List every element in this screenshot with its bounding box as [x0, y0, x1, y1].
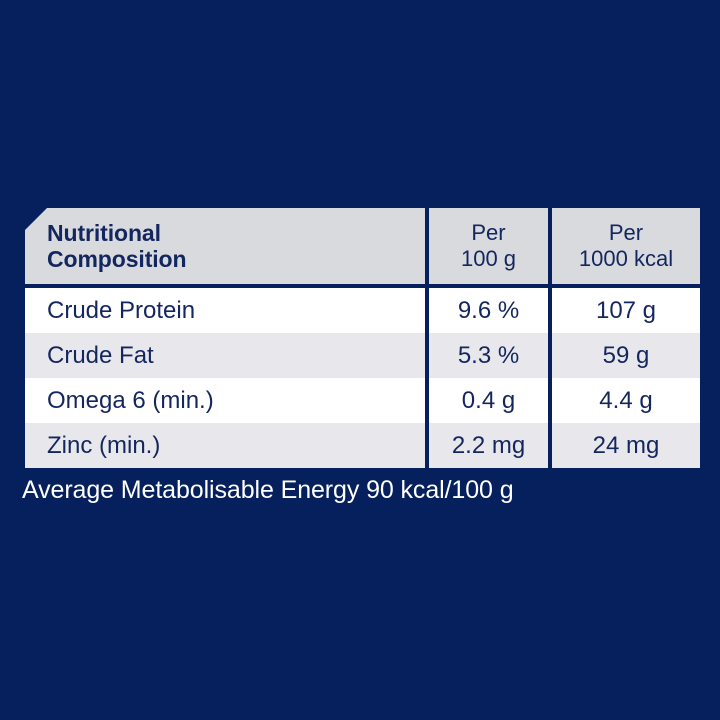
table-row: Crude Fat 5.3 % 59 g	[25, 333, 700, 378]
column-header-per-1000kcal-line-1: Per	[608, 220, 644, 246]
column-header-per-100g: Per 100 g	[425, 208, 548, 284]
row-value-per-1000kcal: 4.4 g	[548, 378, 700, 423]
table-body: Crude Protein 9.6 % 107 g Crude Fat 5.3 …	[25, 288, 700, 468]
row-label: Crude Fat	[47, 341, 154, 369]
table-row: Crude Protein 9.6 % 107 g	[25, 288, 700, 333]
header-separator	[25, 284, 700, 288]
table-header-row: Nutritional Composition Per 100 g Per 10…	[25, 208, 700, 284]
row-value-per-1000kcal: 107 g	[548, 288, 700, 333]
column-header-per-1000kcal-line-2: 1000 kcal	[578, 246, 674, 271]
row-value-per-1000kcal: 59 g	[548, 333, 700, 378]
column-header-per-100g-line-2: 100 g	[460, 246, 517, 271]
row-label: Crude Protein	[47, 296, 196, 324]
table-title-line-2: Composition	[47, 246, 187, 272]
row-value-per-100g: 0.4 g	[425, 378, 548, 423]
table-title-line-1: Nutritional	[47, 219, 161, 246]
row-value-per-100g: 9.6 %	[425, 288, 548, 333]
row-value-per-100g: 5.3 %	[425, 333, 548, 378]
nutritional-composition-table: Nutritional Composition Per 100 g Per 10…	[25, 208, 700, 468]
energy-footnote: Average Metabolisable Energy 90 kcal/100…	[22, 476, 514, 504]
row-value-per-100g: 2.2 mg	[425, 423, 548, 468]
row-value-per-1000kcal: 24 mg	[548, 423, 700, 468]
table-row: Omega 6 (min.) 0.4 g 4.4 g	[25, 378, 700, 423]
column-header-per-100g-line-1: Per	[471, 220, 506, 246]
table-header-title-cell: Nutritional Composition	[25, 208, 425, 284]
table-row: Zinc (min.) 2.2 mg 24 mg	[25, 423, 700, 468]
column-header-per-1000kcal: Per 1000 kcal	[548, 208, 700, 284]
row-label: Zinc (min.)	[47, 431, 161, 459]
row-label: Omega 6 (min.)	[47, 386, 214, 414]
table-title: Nutritional Composition	[47, 219, 187, 272]
